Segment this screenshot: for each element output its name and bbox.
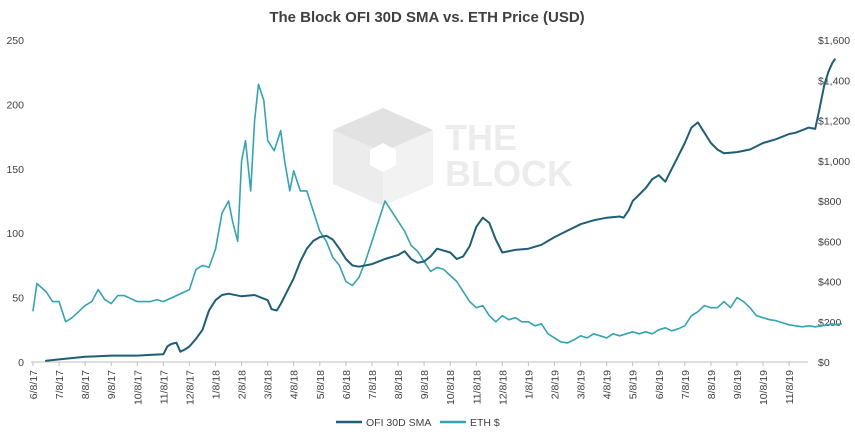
x-tick-label: 6/8/17: [28, 370, 40, 399]
right-axis: $0 $200 $400 $600 $800 $1,000 $1,200 $1,400 $1,6…: [818, 35, 850, 369]
right-tick-label: $600: [818, 236, 842, 248]
x-tick-label: 1/8/18: [211, 370, 223, 399]
x-axis: 6/8/17 7/8/17 8/8/17 9/8/17 10/8/17 11/8/17 12…: [28, 362, 796, 405]
x-tick-label: 8/8/17: [80, 370, 92, 399]
x-tick-label: 10/8/18: [445, 370, 457, 405]
left-tick-label: 0: [18, 357, 24, 369]
left-tick-label: 250: [6, 35, 24, 47]
right-tick-label: $1,600: [818, 35, 850, 47]
right-tick-label: $1,200: [818, 116, 850, 128]
x-tick-label: 7/8/19: [680, 370, 692, 399]
series-line-eth: [32, 83, 843, 344]
right-tick-label: $200: [818, 317, 842, 329]
x-tick-label: 5/8/19: [628, 370, 640, 399]
x-tick-label: 4/8/18: [289, 370, 301, 399]
left-tick-label: 150: [6, 164, 24, 176]
chart-title: The Block OFI 30D SMA vs. ETH Price (USD…: [269, 9, 584, 26]
x-tick-label: 9/8/18: [419, 370, 431, 399]
x-tick-label: 11/8/19: [784, 370, 796, 404]
x-tick-label: 9/8/19: [732, 370, 744, 399]
watermark-cube-icon: [333, 108, 433, 206]
x-tick-label: 2/8/19: [549, 370, 561, 399]
x-tick-label: 11/8/18: [471, 370, 483, 404]
x-tick-label: 9/8/17: [106, 370, 118, 399]
x-tick-label: 1/8/19: [523, 370, 535, 399]
x-tick-label: 6/8/18: [341, 370, 353, 399]
x-tick-label: 8/8/19: [706, 370, 718, 399]
x-tick-label: 7/8/18: [367, 370, 379, 399]
legend: OFI 30D SMA ETH $: [336, 417, 500, 429]
right-tick-label: $1,400: [818, 75, 850, 87]
right-tick-label: $400: [818, 277, 842, 289]
left-tick-label: 200: [6, 99, 24, 111]
x-tick-label: 11/8/17: [158, 370, 170, 404]
right-tick-label: $1,000: [818, 156, 850, 168]
x-tick-label: 5/8/18: [315, 370, 327, 399]
x-tick-label: 3/8/19: [576, 370, 588, 399]
x-tick-label: 8/8/18: [393, 370, 405, 399]
x-tick-label: 10/8/17: [132, 370, 144, 405]
right-tick-label: $800: [818, 196, 842, 208]
watermark-logo: THE BLOCK: [333, 108, 573, 206]
series-group: [32, 58, 843, 362]
x-tick-label: 7/8/17: [54, 370, 66, 399]
left-tick-label: 100: [6, 228, 24, 240]
legend-label-ofi: OFI 30D SMA: [366, 417, 431, 429]
legend-label-eth: ETH $: [470, 417, 500, 429]
x-tick-label: 2/8/18: [237, 370, 249, 399]
watermark-line2: BLOCK: [445, 153, 573, 194]
series-line-ofi: [45, 58, 836, 362]
x-tick-label: 12/8/17: [184, 370, 196, 405]
x-tick-label: 12/8/18: [497, 370, 509, 405]
x-tick-label: 10/8/19: [758, 370, 770, 405]
x-tick-label: 4/8/19: [602, 370, 614, 399]
watermark-line1: THE: [445, 117, 517, 158]
right-tick-label: $0: [818, 357, 830, 369]
x-tick-label: 6/8/19: [654, 370, 666, 399]
left-tick-label: 50: [12, 293, 24, 305]
left-axis: 0 50 100 150 200 250: [6, 35, 24, 369]
x-tick-label: 3/8/18: [263, 370, 275, 399]
